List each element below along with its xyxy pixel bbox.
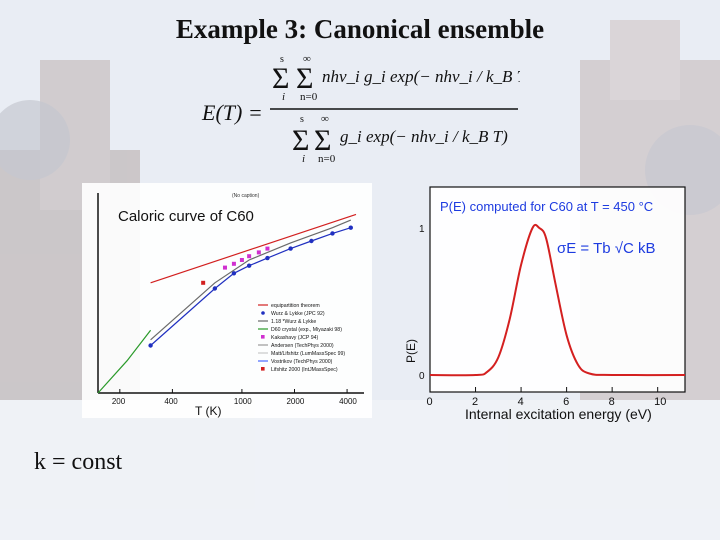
caloric-point xyxy=(231,261,236,266)
caloric-point xyxy=(288,246,293,251)
pe-annotation: σE = Tb √C kB xyxy=(557,240,656,257)
legend-label: Kakashavy (JCP 94) xyxy=(271,335,318,341)
pe-x-tick-label: 8 xyxy=(609,396,615,408)
caloric-curve-chart: (No caption) Caloric curve of C60 equipa… xyxy=(82,183,372,418)
pe-y-ticks: 01 xyxy=(419,224,425,382)
caloric-series-line-0 xyxy=(150,213,357,284)
caloric-legend: equipartition theorem Wurz & Lykke (JPC 9… xyxy=(258,303,345,373)
caloric-point xyxy=(222,265,227,270)
caloric-plot-bg xyxy=(82,183,372,418)
pe-y-tick-label: 0 xyxy=(419,371,425,382)
partition-formula: E(T) = Σ Σ s ∞ i n=0 nhν_i g_i exp(− nhν… xyxy=(201,56,520,165)
sum-upper-2: ∞ xyxy=(303,56,311,65)
caloric-point xyxy=(256,250,261,255)
pe-distribution-chart: P(E) computed for C60 at T = 450 °C σE =… xyxy=(404,186,686,422)
legend-label: equipartition theorem xyxy=(271,303,320,309)
pe-curve-0 xyxy=(429,223,686,377)
caloric-point xyxy=(247,254,252,259)
legend-label: Matt/Lifshitz (LumMassSpec 99) xyxy=(271,351,345,357)
caloric-point xyxy=(148,343,153,348)
legend-label: Andersen (TechPhys 2000) xyxy=(271,343,334,349)
caloric-point xyxy=(201,280,206,285)
caloric-point xyxy=(212,286,218,291)
sum-lower-3: i xyxy=(302,153,305,165)
sum-sign-3: Σ xyxy=(292,124,309,157)
sum-upper-1: s xyxy=(280,56,284,65)
pe-plot-frame xyxy=(429,186,686,393)
sum-sign-4: Σ xyxy=(314,124,331,157)
caloric-x-tick-label: 200 xyxy=(112,397,126,406)
caloric-x-ticks: 200 400 1000 2000 4000 xyxy=(112,389,357,406)
legend-swatch xyxy=(261,367,265,371)
formula-numerator: nhν_i g_i exp(− nhν_i / k_B T) xyxy=(322,67,520,86)
caloric-point xyxy=(309,238,314,244)
pe-title: P(E) computed for C60 at T = 450 °C xyxy=(440,199,653,214)
sum-upper-3: s xyxy=(300,114,304,125)
caloric-x-label: T (K) xyxy=(195,404,221,418)
legend-swatch xyxy=(261,335,265,339)
sum-lower-2: n=0 xyxy=(300,91,318,103)
sum-sign-1: Σ xyxy=(272,62,289,95)
sum-sign-2: Σ xyxy=(296,62,313,95)
sum-lower-1: i xyxy=(282,91,285,103)
legend-label: Vostrikov (TechPhys 2000) xyxy=(271,359,333,365)
caloric-series-line-3 xyxy=(97,329,152,394)
caloric-point xyxy=(265,255,270,261)
pe-x-tick-label: 0 xyxy=(427,396,433,408)
caloric-series-line-2 xyxy=(150,219,352,341)
caloric-point xyxy=(239,258,244,262)
caloric-point xyxy=(348,225,353,230)
legend-label: Wurz & Lykke (JPC 92) xyxy=(271,311,325,317)
sum-lower-4: n=0 xyxy=(318,153,336,165)
pe-series-group xyxy=(429,223,686,377)
caloric-x-tick-label: 400 xyxy=(164,397,178,406)
legend-swatch xyxy=(261,311,265,315)
pe-x-tick-label: 2 xyxy=(472,396,478,408)
pe-x-tick-label: 6 xyxy=(563,396,569,408)
pe-x-tick-label: 4 xyxy=(518,396,524,408)
sum-upper-4: ∞ xyxy=(321,113,329,125)
legend-label: 1.18 *Wurz & Lykke xyxy=(271,319,316,325)
legend-label: Lifshitz 2000 (IntJMassSpec) xyxy=(271,367,338,373)
caloric-point xyxy=(265,246,270,251)
caloric-point xyxy=(231,271,237,276)
caloric-title: Caloric curve of C60 xyxy=(118,208,254,225)
caloric-x-tick-label: 2000 xyxy=(286,397,304,406)
caloric-x-tick-label: 4000 xyxy=(339,397,357,406)
formula-denominator: g_i exp(− nhν_i / k_B T) xyxy=(340,127,508,146)
pe-y-label: P(E) xyxy=(404,339,418,363)
caloric-x-tick-label: 1000 xyxy=(234,397,252,406)
caloric-point xyxy=(246,263,252,268)
pe-x-ticks: 0 2 4 6 8 10 xyxy=(427,387,666,408)
formula-lhs: E(T) = xyxy=(201,100,263,125)
slide-footer: k = const xyxy=(34,449,123,475)
pe-x-label: Internal excitation energy (eV) xyxy=(465,406,652,422)
pe-y-tick-label: 1 xyxy=(419,224,425,235)
caloric-series-group xyxy=(97,213,357,394)
pe-x-tick-label: 10 xyxy=(654,396,666,408)
caloric-top-marker: (No caption) xyxy=(232,193,260,199)
slide-title: Example 3: Canonical ensemble xyxy=(175,14,545,44)
legend-label: D60 crystal (exp., Miyazaki 98) xyxy=(271,327,342,333)
caloric-point xyxy=(330,231,335,236)
